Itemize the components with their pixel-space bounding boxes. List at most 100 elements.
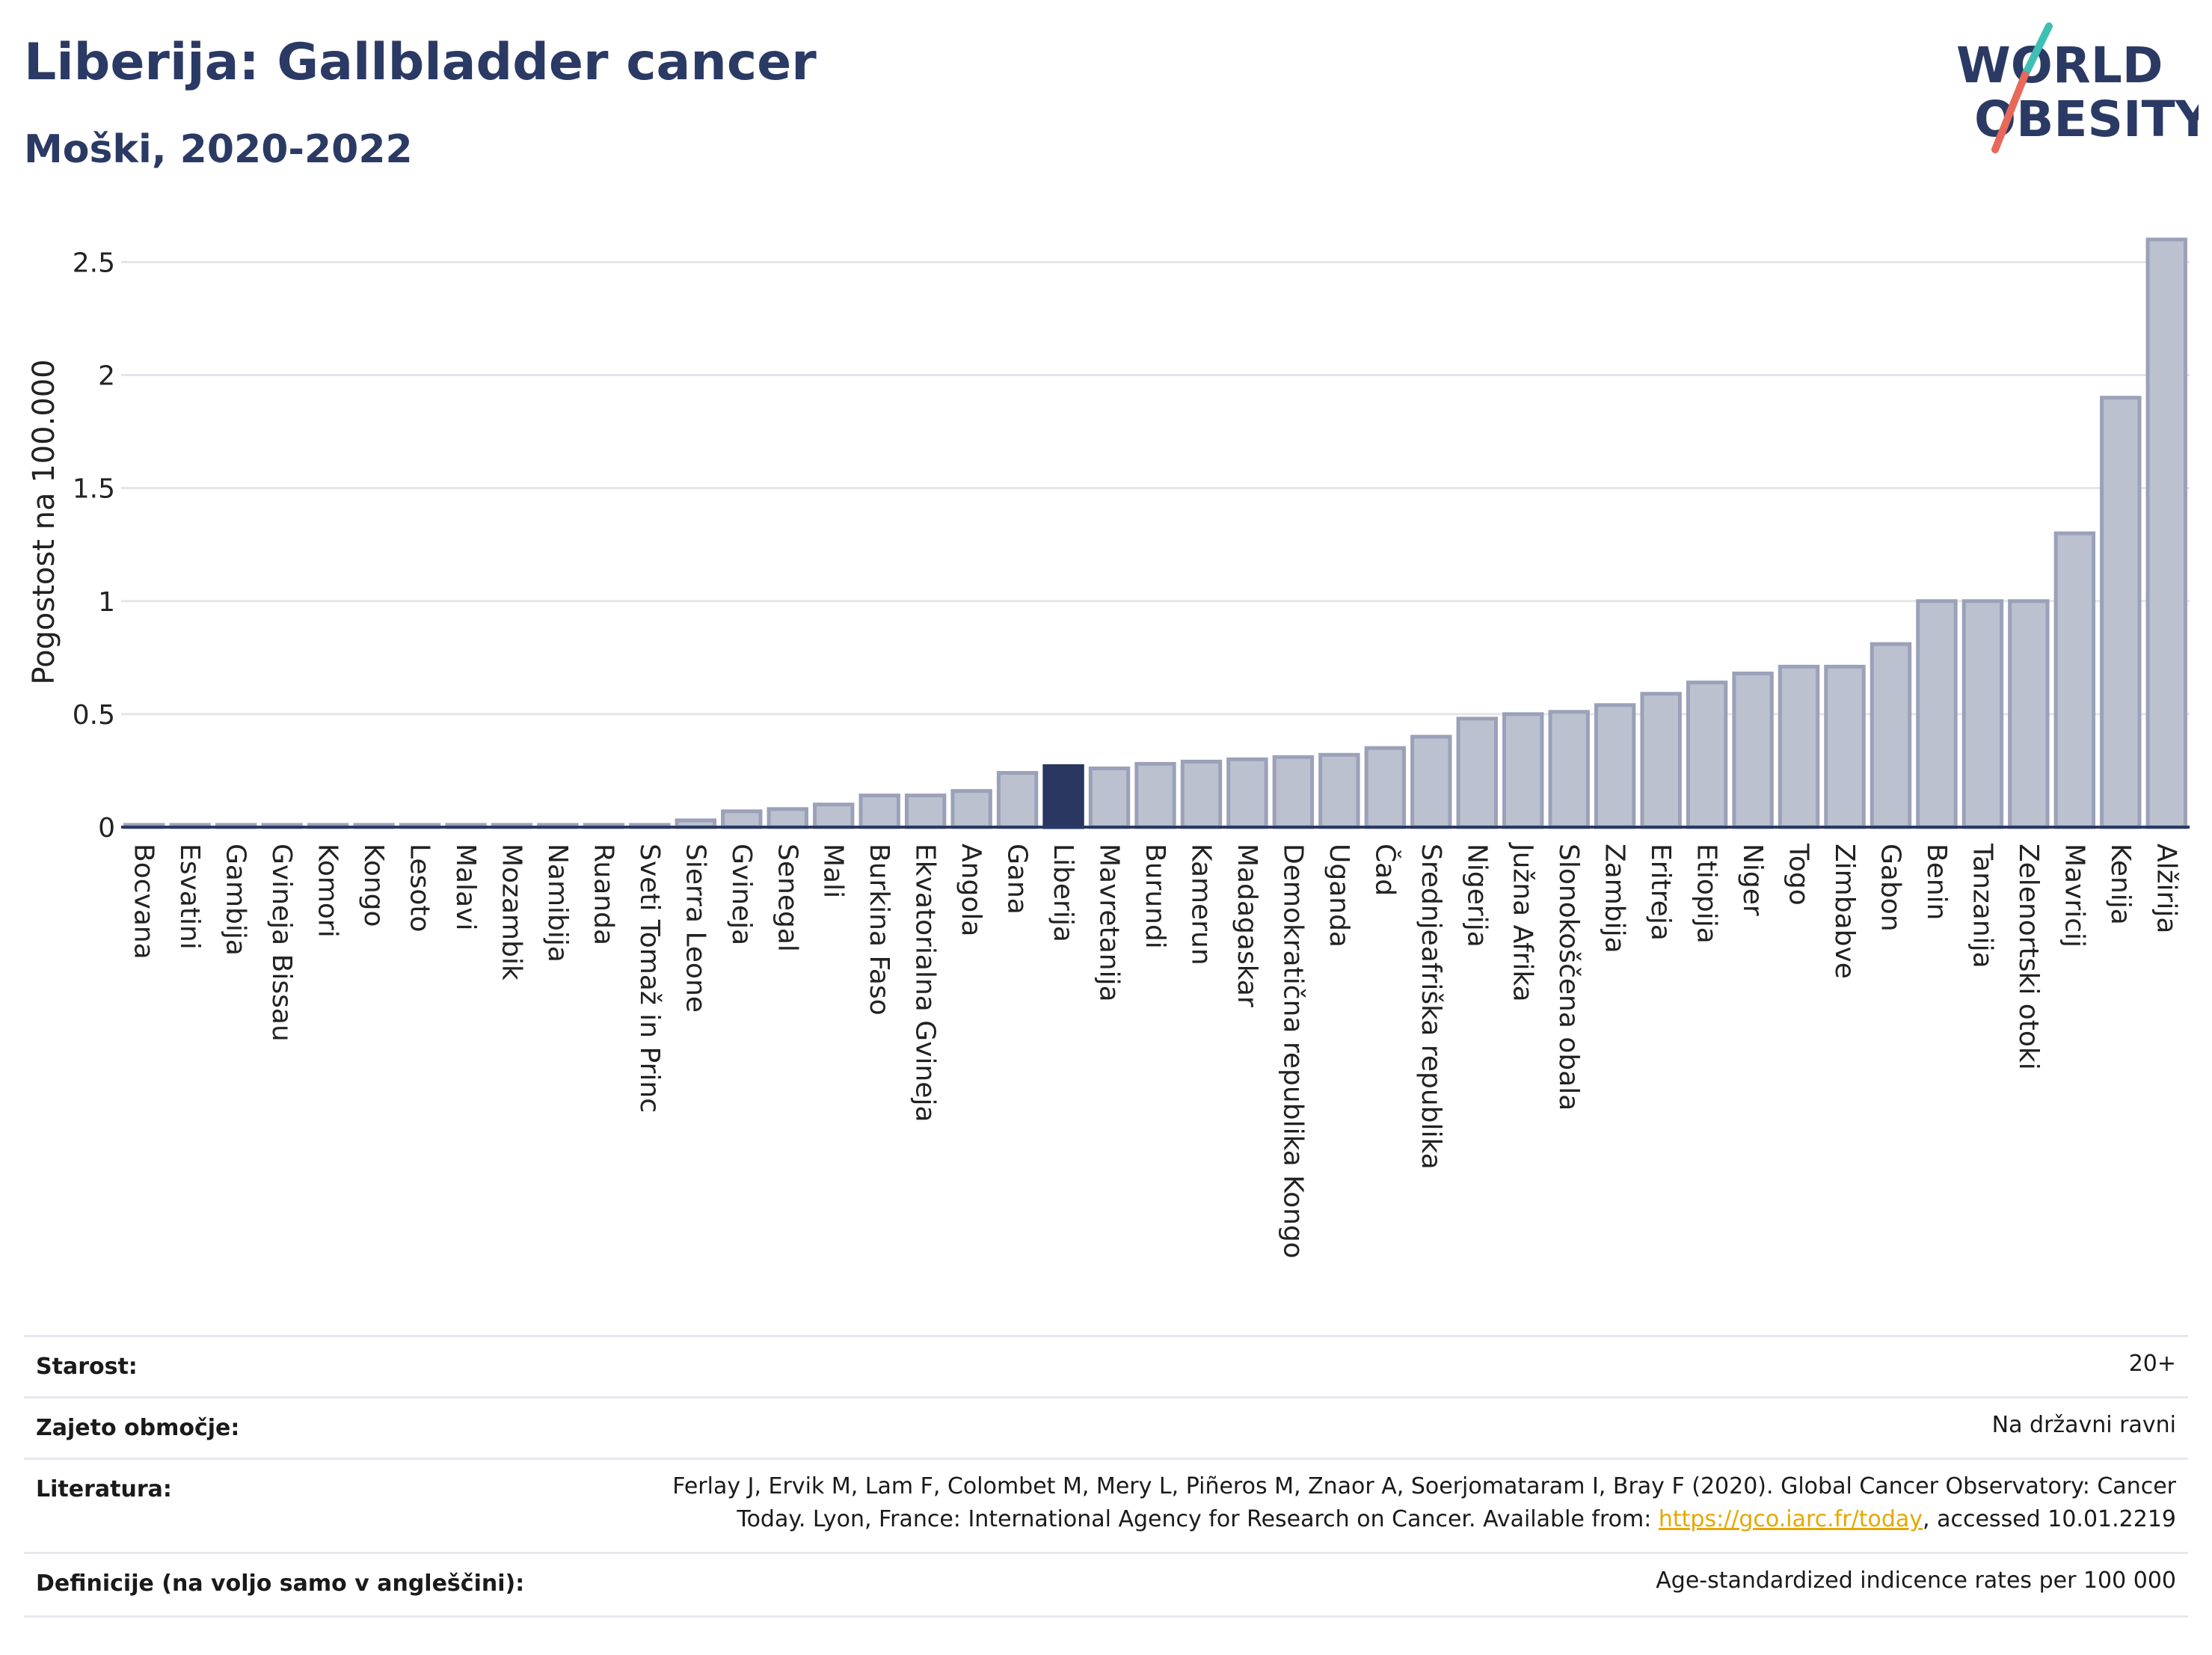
info-row-literature: Literatura: Ferlay J, Ervik M, Lam F, Co… xyxy=(24,1458,2188,1554)
x-tick-label: Senegal xyxy=(772,844,802,952)
info-row-definitions: Definicije (na voljo samo v angleščini):… xyxy=(24,1552,2188,1618)
bar xyxy=(1961,599,2004,829)
bar xyxy=(1134,761,1176,829)
x-tick-label: Kamerun xyxy=(1185,844,1216,965)
bar xyxy=(1042,764,1084,829)
x-tick-label: Tanzanija xyxy=(1967,843,1997,968)
y-tick-label: 0 xyxy=(98,813,115,844)
x-tick-label: Liberija xyxy=(1048,844,1078,942)
bar-chart: 0 0.5 1 1.5 2 2.5 Pogostost na 100.000 Bocvana E… xyxy=(27,237,2190,1259)
x-tick-label: Uganda xyxy=(1324,844,1354,948)
bar xyxy=(2008,599,2050,829)
info-label-area: Zajeto območje: xyxy=(36,1415,240,1441)
bar xyxy=(1640,692,1682,829)
x-tick-label: Srednjeafriška republika xyxy=(1416,844,1446,1170)
x-tick-label: Čad xyxy=(1369,844,1401,896)
info-row-area: Zajeto območje: Na državni ravni xyxy=(24,1396,2188,1460)
y-axis-label: Pogostost na 100.000 xyxy=(27,359,61,684)
x-tick-label: Kongo xyxy=(358,844,389,927)
bar xyxy=(1778,664,1820,829)
bar xyxy=(2053,531,2096,829)
bar xyxy=(1364,746,1407,829)
y-tick-label: 0.5 xyxy=(73,700,115,731)
x-tick-label: Lesoto xyxy=(405,844,435,933)
bar xyxy=(813,802,855,829)
bar xyxy=(2145,237,2187,829)
x-tick-label: Etiopija xyxy=(1692,844,1722,944)
chart-subtitle: Moški, 2020-2022 xyxy=(24,127,413,172)
x-tick-label: Gambija xyxy=(221,844,251,956)
info-label-literature: Literatura: xyxy=(36,1476,172,1502)
info-value-definitions: Age-standardized indicence rates per 100… xyxy=(1656,1568,2176,1594)
bar xyxy=(2100,396,2142,829)
x-tick-label: Eritreja xyxy=(1645,844,1676,941)
literature-link[interactable]: https://gco.iarc.fr/today xyxy=(1658,1506,1923,1532)
bar xyxy=(904,793,947,829)
x-tick-label: Sveti Tomaž in Princ xyxy=(634,844,665,1113)
x-tick-label: Demokratična republika Kongo xyxy=(1277,844,1308,1259)
bar xyxy=(1594,703,1636,829)
bar xyxy=(1456,716,1498,829)
x-tick-label: Zelenortski otoki xyxy=(2013,844,2044,1070)
info-value-literature: Ferlay J, Ervik M, Lam F, Colombet M, Me… xyxy=(672,1470,2176,1536)
bar xyxy=(1824,664,1866,829)
literature-line2-post: , accessed 10.01.2219 xyxy=(1923,1506,2176,1532)
logo-slash-teal xyxy=(2021,22,2053,79)
bar xyxy=(1732,671,1774,829)
x-tick-label: Mali xyxy=(818,844,849,898)
x-tick-label: Burkina Faso xyxy=(864,844,894,1016)
x-tick-label: Kenija xyxy=(2105,844,2136,925)
bar xyxy=(1916,599,1958,829)
bar xyxy=(1410,734,1452,829)
x-tick-label: Južna Afrika xyxy=(1508,842,1538,1002)
x-tick-label: Namibija xyxy=(542,844,573,962)
info-label-definitions: Definicije (na voljo samo v angleščini): xyxy=(36,1570,525,1597)
x-tick-label: Malavi xyxy=(450,844,481,931)
info-row-age: Starost: 20+ xyxy=(24,1335,2188,1398)
x-tick-label: Togo xyxy=(1784,843,1814,906)
x-tick-label: Gana xyxy=(1002,844,1033,915)
bar xyxy=(1088,766,1131,829)
literature-line1: Ferlay J, Ervik M, Lam F, Colombet M, Me… xyxy=(672,1473,2176,1499)
x-tick-label: Mavretanija xyxy=(1094,844,1125,1002)
bar xyxy=(950,789,992,829)
x-tick-label: Benin xyxy=(1921,844,1952,920)
x-tick-label: Sierra Leone xyxy=(680,844,710,1013)
bar xyxy=(721,809,763,829)
bar xyxy=(766,807,808,829)
x-tick-label: Komori xyxy=(313,844,343,938)
x-tick-label: Ruanda xyxy=(588,844,618,945)
info-label-age: Starost: xyxy=(36,1354,138,1380)
bar xyxy=(1502,712,1544,829)
y-tick-label: 2.5 xyxy=(73,248,115,278)
x-tick-label: Ekvatorialna Gvineja xyxy=(910,844,941,1123)
x-tick-label: Alžirija xyxy=(2151,844,2181,933)
logo-line1: WORLD xyxy=(1956,37,2163,94)
info-value-area: Na državni ravni xyxy=(1991,1412,2176,1438)
bar xyxy=(1548,710,1590,829)
x-tick-label: Nigerija xyxy=(1461,844,1492,948)
x-tick-label: Angola xyxy=(956,844,986,936)
x-tick-label: Gvineja Bissau xyxy=(266,844,297,1042)
x-tick-label: Slonokoščena obala xyxy=(1553,844,1584,1111)
x-tick-label: Mavricij xyxy=(2059,844,2089,948)
x-tick-label: Mozambik xyxy=(496,844,526,980)
bar xyxy=(1272,755,1315,829)
bar xyxy=(996,770,1039,829)
bar xyxy=(858,793,900,829)
bar xyxy=(1870,642,1912,829)
bar xyxy=(1226,757,1268,829)
literature-line2-pre: Today. Lyon, France: International Agenc… xyxy=(737,1506,1659,1532)
x-tick-label: Bocvana xyxy=(129,844,159,959)
y-tick-label: 2 xyxy=(98,361,115,392)
x-tick-label: Burundi xyxy=(1140,844,1170,949)
bar xyxy=(1180,759,1223,829)
y-tick-label: 1.5 xyxy=(73,474,115,505)
y-tick-label: 1 xyxy=(98,587,115,618)
x-tick-label: Zambija xyxy=(1600,844,1630,954)
x-tick-label: Madagaskar xyxy=(1232,844,1262,1007)
x-tick-label: Niger xyxy=(1737,844,1768,916)
info-value-age: 20+ xyxy=(2128,1351,2176,1377)
world-obesity-logo[interactable]: WORLD OBESITY xyxy=(1944,22,2199,165)
chart-title: Liberija: Gallbladder cancer xyxy=(24,33,817,92)
